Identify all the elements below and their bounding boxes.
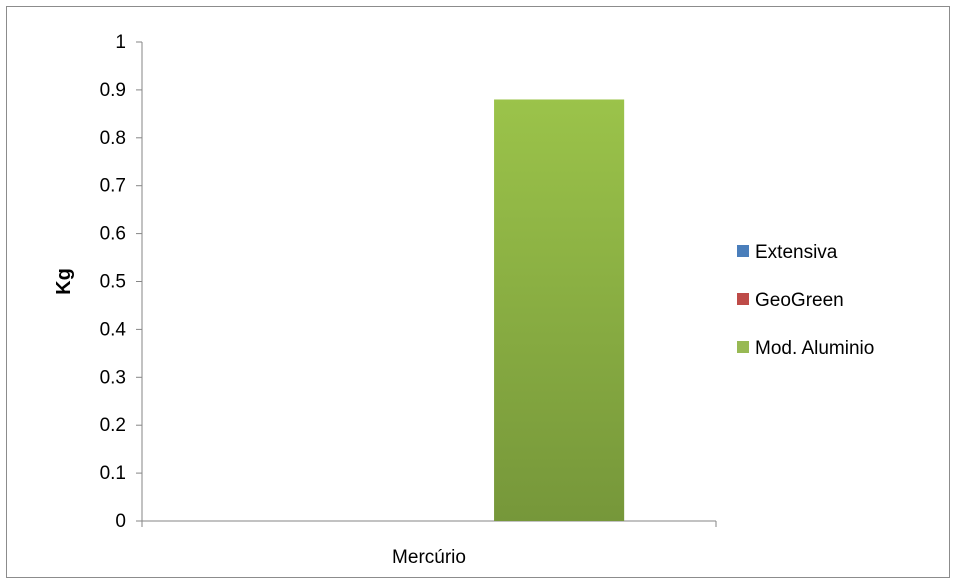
y-tick-label: 1	[115, 32, 126, 53]
y-tick-label: 0.1	[100, 463, 126, 484]
legend-swatch	[737, 245, 749, 257]
x-axis: Mercúrio	[141, 520, 717, 568]
bars	[494, 99, 625, 521]
x-tick-label: Mercúrio	[392, 547, 466, 568]
legend-label: Mod. Aluminio	[755, 338, 874, 359]
legend-label: GeoGreen	[755, 290, 844, 311]
y-tick-label: 0	[115, 511, 126, 532]
y-tick-label: 0.3	[100, 367, 126, 388]
y-tick-label: 0.5	[100, 272, 126, 293]
y-tick-label: 0.8	[100, 128, 126, 149]
chart-frame	[6, 6, 950, 578]
bar-mod-aluminio	[494, 99, 625, 521]
y-tick-label: 0.4	[100, 319, 127, 340]
legend-label: Extensiva	[755, 242, 838, 263]
y-tick-label: 0.2	[100, 415, 126, 436]
y-tick-label: 0.9	[100, 80, 126, 101]
y-axis: 0 0.1 0.2 0.3 0.4 0.5 0.6 0.7 0.8 0.9 1	[100, 32, 143, 532]
legend: Extensiva GeoGreen Mod. Aluminio	[737, 242, 874, 359]
legend-swatch	[737, 341, 749, 353]
y-tick-label: 0.6	[100, 224, 126, 245]
legend-swatch	[737, 293, 749, 305]
y-tick-label: 0.7	[100, 176, 126, 197]
y-axis-title: Kg	[53, 268, 75, 295]
